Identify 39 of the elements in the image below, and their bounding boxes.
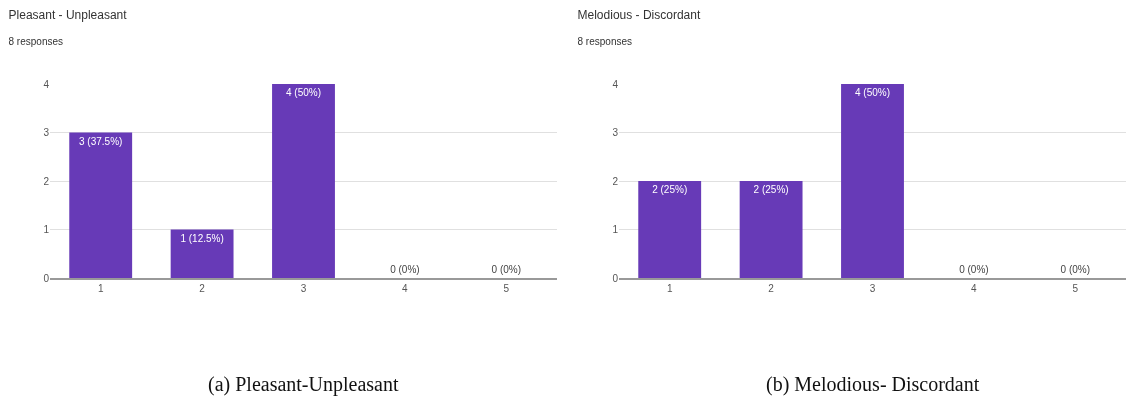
data-label: 2 (25%) <box>652 184 688 195</box>
x-tick-label: 2 <box>199 283 206 294</box>
y-tick-label: 2 <box>43 175 50 187</box>
y-tick-label: 3 <box>43 127 50 138</box>
data-label: 0 (0%) <box>1060 264 1091 275</box>
y-tick-label: 2 <box>612 175 619 187</box>
y-tick-label: 1 <box>43 224 50 235</box>
data-label: 0 (0%) <box>959 264 989 275</box>
y-tick-label: 3 <box>612 127 619 138</box>
chart-subtitle: 8 responses <box>577 35 633 47</box>
bar <box>170 229 234 278</box>
data-label: 3 (37.5%) <box>79 135 123 147</box>
data-label: 4 (50%) <box>285 87 322 98</box>
data-label: 4 (50%) <box>854 87 891 98</box>
x-tick-label: 1 <box>666 283 673 294</box>
y-tick-label: 4 <box>43 78 50 90</box>
x-tick-label: 5 <box>1072 283 1079 294</box>
x-tick-label: 3 <box>869 283 876 294</box>
data-label: 0 (0%) <box>491 264 522 275</box>
x-tick-label: 5 <box>503 283 510 294</box>
x-tick-label: 2 <box>768 283 775 294</box>
x-tick-label: 4 <box>971 283 978 294</box>
y-tick-label: 0 <box>612 272 619 284</box>
data-label: 0 (0%) <box>390 264 420 275</box>
y-tick-label: 1 <box>612 224 619 235</box>
data-label: 1 (12.5%) <box>180 232 224 244</box>
bar <box>272 84 335 278</box>
text: (a) Pleasant-Unpleasant <box>208 373 399 396</box>
y-tick-label: 0 <box>43 272 50 284</box>
x-tick-label: 3 <box>300 283 307 294</box>
chart-subtitle: 8 responses <box>8 35 64 47</box>
chart-title: Melodious - Discordant <box>577 7 701 22</box>
y-tick-label: 4 <box>612 78 619 90</box>
bar <box>69 132 133 278</box>
x-tick-label: 1 <box>97 283 104 294</box>
text: (b) Melodious- Discordant <box>766 373 980 396</box>
data-label: 2 (25%) <box>753 184 789 195</box>
chart-title: Pleasant - Unpleasant <box>8 7 128 22</box>
x-tick-label: 4 <box>402 283 409 294</box>
